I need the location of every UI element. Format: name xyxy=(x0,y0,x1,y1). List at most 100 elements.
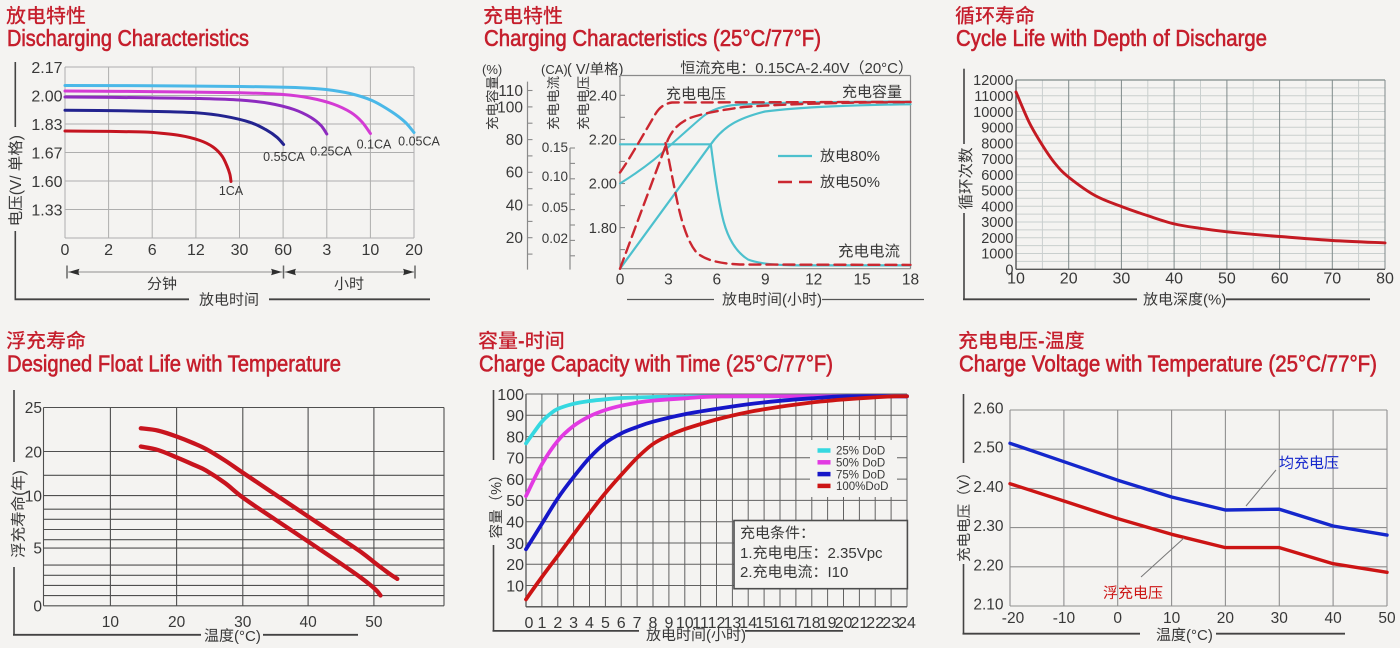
svg-text:6: 6 xyxy=(617,615,626,632)
svg-text:): ) xyxy=(817,292,822,309)
svg-text:3: 3 xyxy=(569,615,578,632)
svg-text:80: 80 xyxy=(1376,271,1394,288)
svg-text:0.1CA: 0.1CA xyxy=(357,138,392,152)
svg-text:): ) xyxy=(11,470,28,475)
svg-text:Discharging Characteristics: Discharging Characteristics xyxy=(7,25,249,51)
svg-text:10: 10 xyxy=(102,614,120,631)
svg-text:-: - xyxy=(1038,331,1045,353)
svg-text:Designed Float Life with Tempe: Designed Float Life with Temperature xyxy=(7,350,341,376)
svg-text:20: 20 xyxy=(25,445,43,462)
svg-text:2.10: 2.10 xyxy=(973,597,1004,614)
svg-text:20°C: 20°C xyxy=(865,60,899,77)
svg-text:0.10: 0.10 xyxy=(542,169,568,184)
svg-text:1.83: 1.83 xyxy=(31,117,62,134)
svg-text:3: 3 xyxy=(664,272,673,289)
svg-text:(: ( xyxy=(11,490,28,496)
svg-text:1.80: 1.80 xyxy=(589,221,617,237)
svg-text:Charging Characteristics (25°C: Charging Characteristics (25°C/77°F) xyxy=(484,25,821,51)
svg-text:0: 0 xyxy=(61,242,70,259)
svg-text:40: 40 xyxy=(506,197,524,214)
svg-text:0: 0 xyxy=(1005,263,1013,279)
svg-text:2.00: 2.00 xyxy=(589,177,617,193)
svg-text:2.00: 2.00 xyxy=(31,88,62,105)
svg-text:50: 50 xyxy=(1218,271,1236,288)
svg-text:0: 0 xyxy=(33,598,42,615)
svg-text:50: 50 xyxy=(506,493,524,510)
svg-text:2.40: 2.40 xyxy=(589,89,617,105)
svg-text:12: 12 xyxy=(805,272,822,289)
svg-text:2.40: 2.40 xyxy=(973,479,1004,496)
svg-text:25% DoD: 25% DoD xyxy=(836,446,885,458)
svg-text:12000: 12000 xyxy=(973,73,1013,89)
svg-text:0: 0 xyxy=(525,615,534,632)
svg-text:18: 18 xyxy=(803,615,821,632)
svg-text:16: 16 xyxy=(771,615,789,632)
svg-text:1: 1 xyxy=(537,615,546,632)
svg-text:70: 70 xyxy=(1323,271,1341,288)
svg-text:0: 0 xyxy=(616,272,625,289)
svg-text:50: 50 xyxy=(1378,610,1396,627)
svg-text:80: 80 xyxy=(506,429,524,446)
svg-text:Cycle Life with Depth of Disch: Cycle Life with Depth of Discharge xyxy=(956,25,1267,51)
svg-text:30: 30 xyxy=(1271,610,1289,627)
svg-text:2.: 2. xyxy=(740,564,753,581)
svg-text:6: 6 xyxy=(148,242,157,259)
svg-text:5: 5 xyxy=(33,541,42,558)
svg-text:6000: 6000 xyxy=(981,168,1013,184)
svg-text:3000: 3000 xyxy=(981,215,1013,231)
svg-text:5000: 5000 xyxy=(981,184,1013,200)
svg-text:(%): (%) xyxy=(482,62,502,77)
svg-text:40: 40 xyxy=(1324,610,1342,627)
svg-text:60: 60 xyxy=(506,472,524,489)
svg-text:1.60: 1.60 xyxy=(31,174,62,191)
svg-text:-20: -20 xyxy=(1002,610,1025,627)
svg-text:0.15CA-2.40V: 0.15CA-2.40V xyxy=(755,60,849,77)
svg-text:22: 22 xyxy=(866,615,884,632)
svg-text:50% DoD: 50% DoD xyxy=(836,458,885,470)
svg-text:17: 17 xyxy=(787,615,805,632)
svg-text:10: 10 xyxy=(1163,610,1181,627)
svg-text:5: 5 xyxy=(601,615,610,632)
svg-text:10: 10 xyxy=(506,578,524,595)
svg-text:7: 7 xyxy=(633,615,642,632)
svg-text:2.60: 2.60 xyxy=(973,401,1004,418)
svg-text:1000: 1000 xyxy=(981,247,1013,263)
svg-text:110: 110 xyxy=(498,83,523,100)
svg-text:0.15: 0.15 xyxy=(542,140,568,155)
svg-text:40: 40 xyxy=(299,614,317,631)
svg-text:(%): (%) xyxy=(1203,292,1226,309)
svg-text:9000: 9000 xyxy=(981,121,1013,137)
svg-text:10000: 10000 xyxy=(973,105,1013,121)
svg-text:Charge Voltage with Temperatur: Charge Voltage with Temperature (25°C/77… xyxy=(959,350,1377,376)
svg-text:30: 30 xyxy=(234,614,252,631)
svg-text:): ) xyxy=(8,135,25,140)
svg-text:0: 0 xyxy=(1113,610,1122,627)
svg-text:100%DoD: 100%DoD xyxy=(836,481,888,493)
svg-text:1.: 1. xyxy=(740,545,753,562)
svg-text:2.50: 2.50 xyxy=(973,440,1004,457)
svg-text:60: 60 xyxy=(274,242,292,259)
svg-text:23: 23 xyxy=(882,615,900,632)
svg-text:V: V xyxy=(957,479,973,489)
svg-text:11: 11 xyxy=(692,615,709,632)
svg-text:80: 80 xyxy=(506,132,524,149)
svg-text:-: - xyxy=(518,331,525,353)
svg-text:2000: 2000 xyxy=(981,231,1013,247)
svg-text:2.17: 2.17 xyxy=(31,60,62,77)
svg-text:(: ( xyxy=(782,292,787,309)
svg-text:60: 60 xyxy=(1271,271,1289,288)
svg-text:9: 9 xyxy=(761,272,770,289)
svg-text:10: 10 xyxy=(25,489,43,506)
svg-text:20: 20 xyxy=(168,614,186,631)
svg-text:( V/: ( V/ xyxy=(567,62,591,78)
svg-text:): ) xyxy=(619,62,624,78)
svg-text:12: 12 xyxy=(708,615,726,632)
svg-text:8000: 8000 xyxy=(981,136,1013,152)
svg-text:13: 13 xyxy=(724,615,742,632)
svg-text:(V/: (V/ xyxy=(8,175,25,196)
svg-text:50%: 50% xyxy=(850,174,880,191)
svg-text:19: 19 xyxy=(819,615,837,632)
svg-text:14: 14 xyxy=(739,615,757,632)
svg-text:20: 20 xyxy=(835,615,853,632)
svg-text:0.25CA: 0.25CA xyxy=(310,145,352,159)
